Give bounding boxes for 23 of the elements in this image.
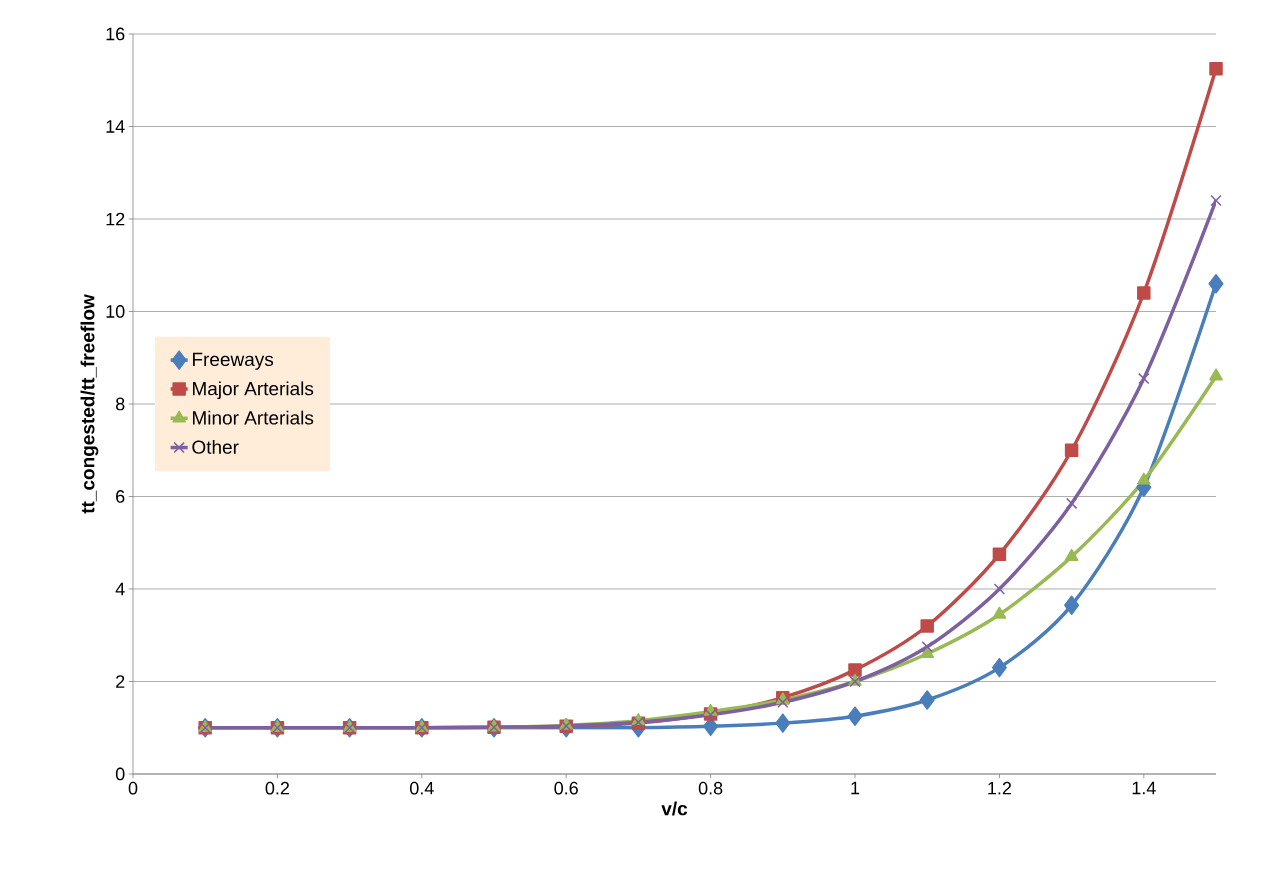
y-tick-label: 16 xyxy=(106,27,125,41)
legend-label: Other xyxy=(192,439,239,454)
y-axis-title: tt_congested/tt_freeflow xyxy=(80,294,99,514)
x-tick-label: 0.8 xyxy=(698,781,723,795)
y-tick-label: 4 xyxy=(115,582,125,596)
legend-label: Minor Arterials xyxy=(192,410,314,425)
x-tick-label: 1.4 xyxy=(1132,781,1156,795)
x-axis-title: v/c xyxy=(661,801,688,816)
x-tick-label: 0.6 xyxy=(554,781,578,795)
y-tick-label: 0 xyxy=(115,767,125,781)
x-tick-label: 0.4 xyxy=(410,781,434,795)
y-tick-label: 2 xyxy=(116,675,125,688)
x-tick-label: 0 xyxy=(128,781,138,795)
x-tick-label: 1.2 xyxy=(988,781,1012,795)
y-tick-label: 6 xyxy=(116,490,125,503)
x-tick-label: 0.2 xyxy=(265,781,290,795)
y-tick-label: 14 xyxy=(106,120,125,133)
y-tick-label: 12 xyxy=(106,212,125,226)
legend-label: Freeways xyxy=(192,352,274,370)
y-tick-label: 8 xyxy=(115,397,125,411)
y-tick-label: 10 xyxy=(106,305,125,318)
x-tick-label: 1 xyxy=(851,781,860,795)
legend-label: Major Arterials xyxy=(192,381,314,400)
